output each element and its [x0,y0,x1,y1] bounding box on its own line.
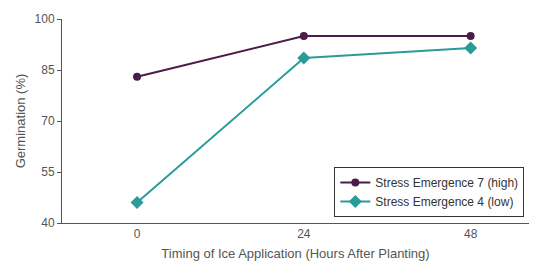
svg-text:Timing of Ice Application (Hou: Timing of Ice Application (Hours After P… [161,246,429,261]
svg-text:40: 40 [41,216,55,230]
svg-text:85: 85 [41,63,55,77]
svg-text:Stress Emergence 4 (low): Stress Emergence 4 (low) [375,195,513,209]
svg-text:55: 55 [41,165,55,179]
svg-text:Stress Emergence 7 (high): Stress Emergence 7 (high) [375,176,518,190]
svg-text:Germination (%): Germination (%) [13,74,28,169]
svg-text:70: 70 [41,114,55,128]
svg-text:0: 0 [134,227,141,241]
svg-text:48: 48 [464,227,478,241]
svg-text:100: 100 [35,12,55,26]
svg-text:24: 24 [297,227,311,241]
